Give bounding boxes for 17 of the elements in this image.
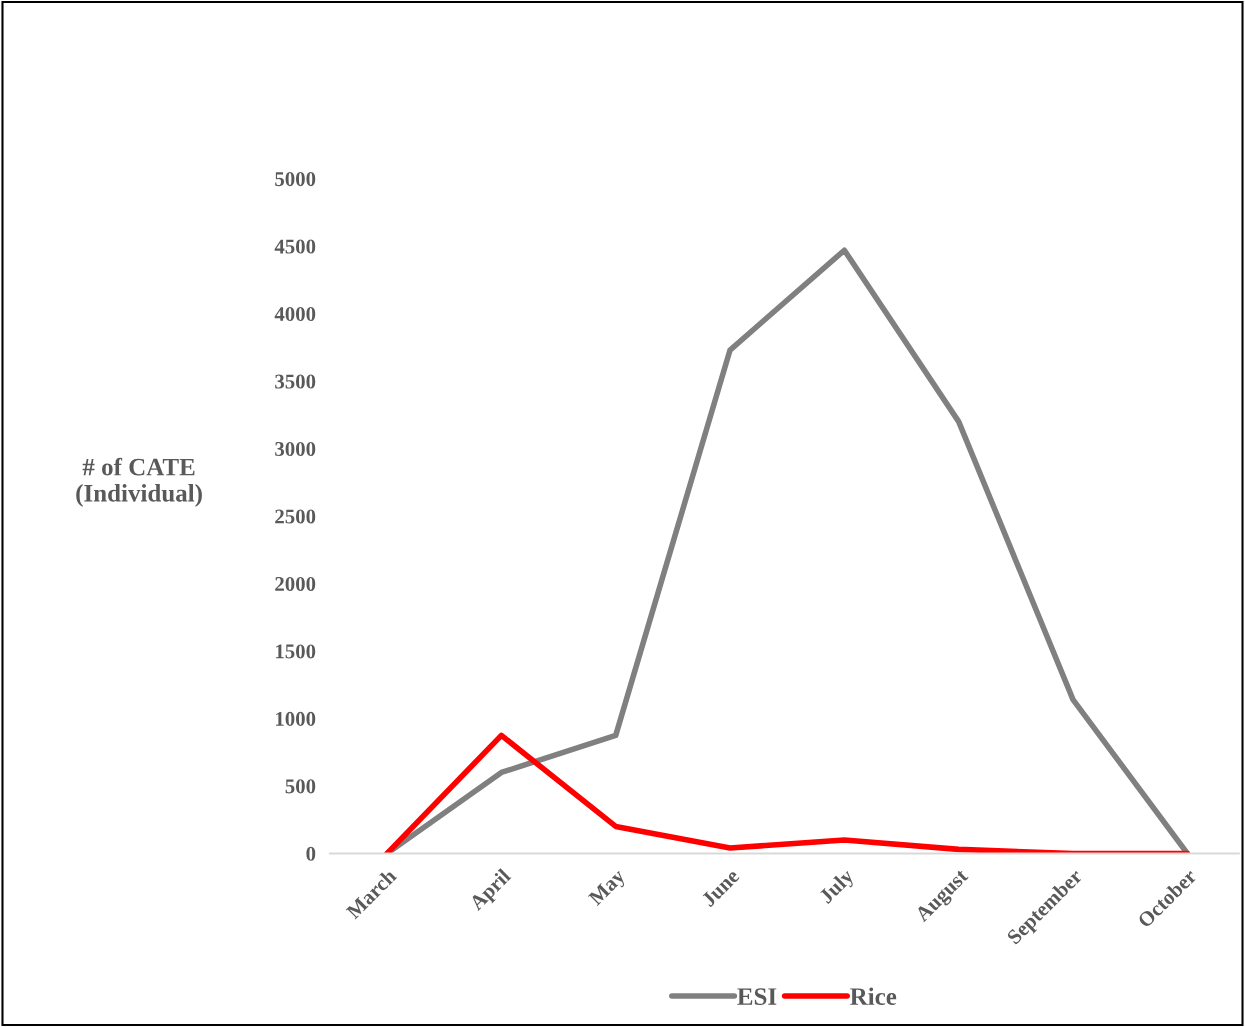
legend-label: ESI [737,988,777,1006]
y-tick-label: 3500 [275,374,316,389]
y-tick-label: 4000 [274,307,316,322]
y-tick-label: 4500 [274,239,316,254]
y-tick-label: 2000 [275,576,316,591]
y-tick-label: 1500 [276,644,316,659]
x-tick-label: June [700,868,741,908]
y-tick-label: 5000 [275,172,316,187]
y-tick-label: 500 [285,779,316,794]
x-tick-label: May [587,868,629,910]
y-tick-label: 3000 [275,441,316,457]
y-tick-label: 2500 [275,509,316,524]
y-tick-label: 1000 [276,711,316,726]
y-axis-title: # of CATE (Individual) [76,457,202,507]
x-tick-label: July [818,867,858,908]
legend-label: Rice [850,987,897,1005]
y-tick-label: 0 [306,846,316,861]
